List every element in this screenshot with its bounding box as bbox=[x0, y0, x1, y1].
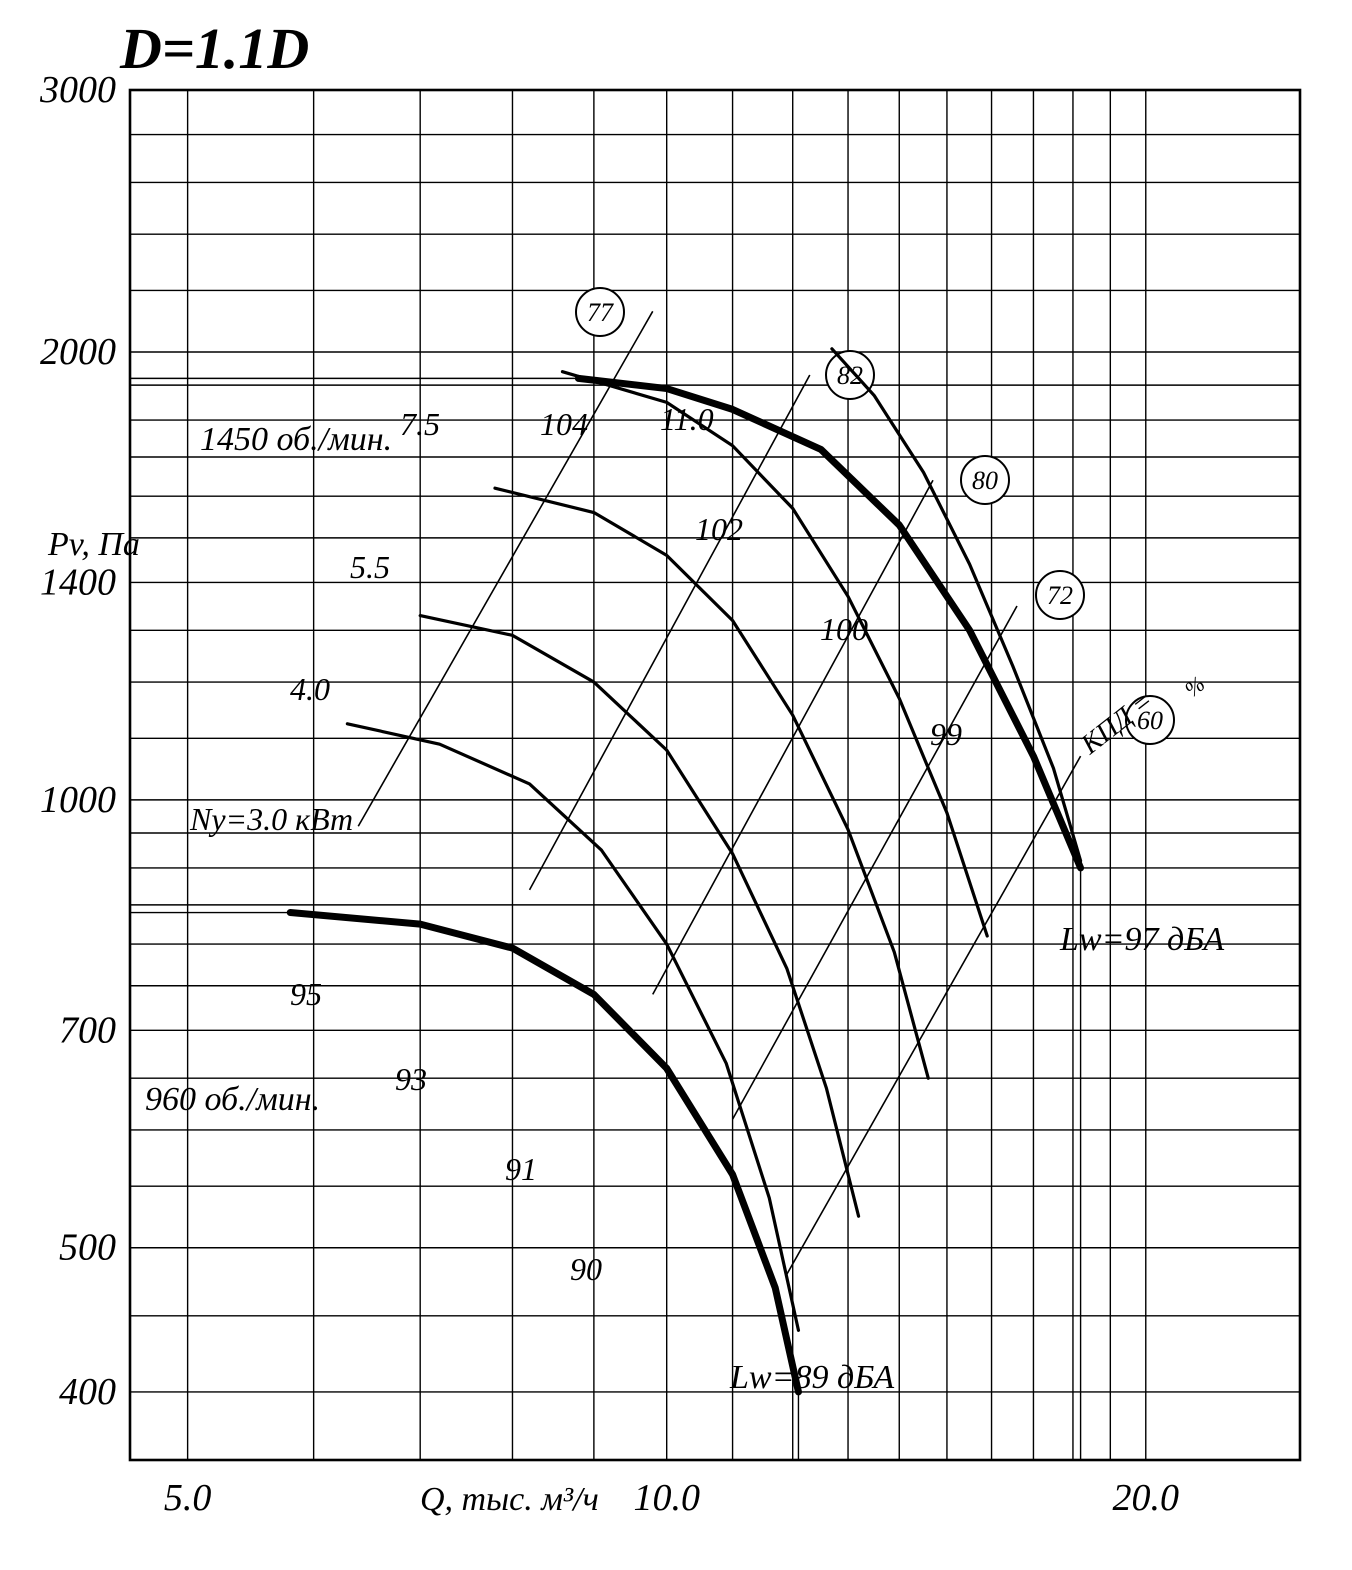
annotation: 91 bbox=[505, 1151, 537, 1187]
annotation: 100 bbox=[820, 611, 868, 647]
efficiency-value: 82 bbox=[837, 361, 863, 390]
power-label: 11.0 bbox=[660, 401, 714, 437]
annotation: 104 bbox=[540, 406, 588, 442]
y-tick-label: 3000 bbox=[39, 69, 116, 111]
fan-performance-chart: 5.0 10.0 20.0 400 500 700 1000 1400 2000 3000 Q, т… bbox=[0, 0, 1352, 1570]
efficiency-value: 80 bbox=[972, 466, 998, 495]
y-tick-label: 2000 bbox=[40, 331, 116, 373]
x-tick-label: 20.0 bbox=[1113, 1477, 1180, 1519]
chart-container: { "title": "D=1.1D", "title_fontsize": 5… bbox=[0, 0, 1352, 1570]
efficiency-value: 77 bbox=[587, 298, 614, 327]
annotation: 90 bbox=[570, 1251, 602, 1287]
y-tick-label: 1000 bbox=[40, 779, 116, 821]
y-tick-label: 500 bbox=[59, 1227, 116, 1269]
annotation: Lw=89 дБА bbox=[729, 1359, 894, 1396]
annotation: 95 bbox=[290, 976, 322, 1012]
y-tick-label: 400 bbox=[59, 1371, 116, 1413]
power-label: Nу=3.0 кВт bbox=[189, 801, 353, 837]
x-axis-label: Q, тыс. м³/ч bbox=[420, 1481, 599, 1518]
annotation: 93 bbox=[395, 1061, 427, 1097]
annotation: Lw=97 дБА bbox=[1059, 921, 1224, 958]
annotation: 102 bbox=[695, 511, 743, 547]
y-axis-label: Pv, Па bbox=[47, 526, 140, 563]
efficiency-value: 72 bbox=[1047, 581, 1073, 610]
y-tick-label: 700 bbox=[59, 1009, 116, 1051]
annotation: 960 об./мин. bbox=[145, 1081, 320, 1118]
chart-title: D=1.1D bbox=[119, 16, 309, 81]
x-tick-label: 10.0 bbox=[633, 1477, 700, 1519]
power-label: 5.5 bbox=[350, 549, 390, 585]
y-tick-label: 1400 bbox=[40, 561, 116, 603]
power-label: 4.0 bbox=[290, 671, 330, 707]
annotation: 1450 об./мин. bbox=[200, 421, 392, 458]
annotation: 99 bbox=[930, 716, 962, 752]
x-tick-label: 5.0 bbox=[164, 1477, 212, 1519]
power-label: 7.5 bbox=[400, 406, 440, 442]
